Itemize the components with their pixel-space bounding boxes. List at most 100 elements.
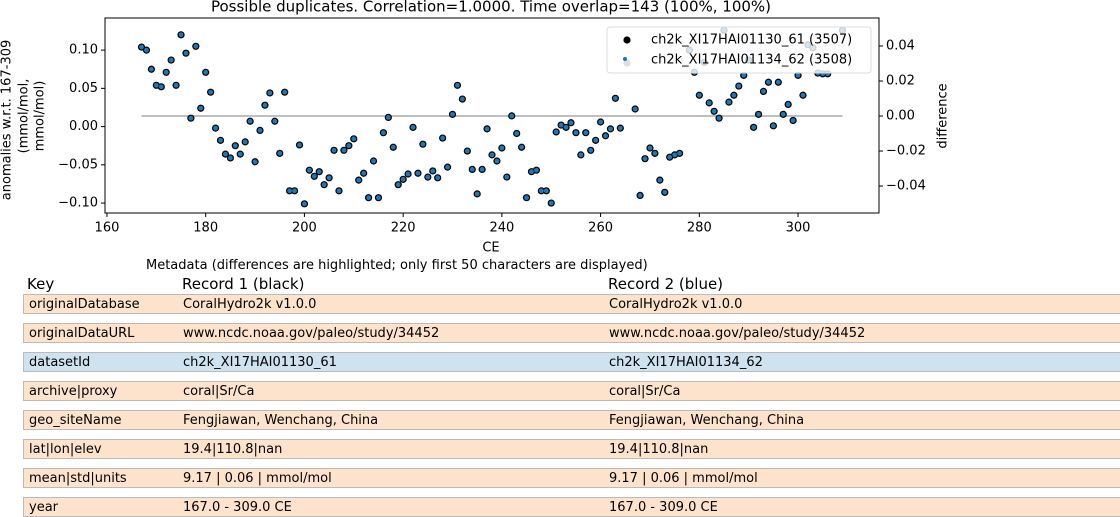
point (193, 43, 199, 49)
point (163, 69, 169, 75)
table-cell: datasetId (29, 355, 91, 370)
point (445, 164, 450, 170)
table-cell: geo_siteName (29, 413, 122, 428)
point (331, 147, 337, 153)
point (153, 82, 159, 88)
point (563, 124, 569, 130)
table-row: geo_siteName Fengjiawan, Wenchang, China F… (23, 410, 1120, 430)
table-cell: 9.17 | 0.06 | mmol/mol (609, 471, 758, 486)
point (321, 182, 327, 188)
point (489, 152, 495, 158)
y2-tick-label: −0.02 (886, 144, 926, 159)
point (203, 69, 209, 75)
table-cell: originalDataURL (29, 326, 135, 341)
point (282, 89, 288, 95)
point (237, 151, 243, 157)
point (504, 174, 510, 180)
point (479, 167, 485, 172)
table-cell: lat|lon|elev (29, 442, 102, 457)
table-row: mean|std|units 9.17 | 0.06 | mmol/mol 9.17… (23, 468, 1120, 488)
point (509, 113, 515, 119)
point (761, 89, 766, 94)
point (277, 150, 283, 156)
x-tick-label: 160 (95, 221, 120, 236)
point (667, 154, 673, 160)
point (514, 131, 520, 136)
point (420, 141, 426, 147)
legend-marker (623, 36, 631, 44)
point (405, 171, 411, 177)
table-cell: www.ncdc.noaa.gov/paleo/study/34452 (609, 326, 866, 341)
point (790, 118, 796, 123)
point (198, 105, 204, 111)
point (637, 193, 643, 198)
point (208, 89, 214, 95)
table-header: Record 2 (blue) (608, 275, 724, 293)
point (706, 100, 712, 106)
table-cell: Fengjiawan, Wenchang, China (183, 413, 379, 428)
x-tick-label: 280 (687, 221, 712, 236)
legend: ch2k_XI17HAI01130_61 (3507) ch2k_XI17HAI0… (606, 26, 872, 74)
y-tick-label: 0.00 (69, 119, 98, 134)
y-tick-label: 0.05 (69, 81, 98, 96)
point (553, 129, 559, 135)
point (642, 156, 648, 162)
point (158, 84, 164, 90)
table-cell: 167.0 - 309.0 CE (609, 500, 718, 515)
point (188, 115, 194, 121)
point (218, 137, 223, 143)
point (534, 167, 539, 173)
legend-box (606, 26, 872, 74)
point (144, 47, 149, 53)
point (632, 106, 638, 112)
point (450, 111, 455, 117)
point (247, 118, 253, 124)
point (400, 176, 406, 182)
point (395, 182, 401, 188)
x-tick-label: 300 (786, 221, 811, 236)
y-tick-label: −0.05 (58, 157, 98, 172)
y-tick-label: 0.10 (69, 43, 98, 58)
point (677, 150, 682, 156)
y2-tick-label: 0.04 (886, 39, 915, 54)
point (227, 155, 233, 161)
point (351, 136, 357, 142)
plot-frame (104, 17, 880, 214)
point (430, 168, 436, 174)
point (647, 145, 653, 151)
point (173, 82, 179, 88)
point (548, 200, 554, 206)
table-row: originalDataURL www.ncdc.noaa.gov/paleo/s… (23, 323, 1120, 343)
table-title: Metadata (differences are highlighted; o… (146, 258, 648, 273)
table-cell: ch2k_XI17HAI01130_61 (183, 355, 337, 370)
point (425, 174, 431, 180)
table-cell: year (29, 500, 59, 515)
point (775, 79, 781, 85)
point (741, 72, 747, 78)
point (459, 96, 465, 102)
y-axis-label: mmol/mol) (33, 81, 48, 152)
point (568, 120, 574, 126)
y2-axis-label: difference (936, 83, 951, 148)
table-cell: CoralHydro2k v1.0.0 (609, 297, 743, 312)
point (435, 175, 441, 181)
point (292, 188, 297, 194)
point (795, 72, 801, 78)
point (558, 122, 564, 128)
point (336, 188, 342, 194)
table-cell: coral|Sr/Ca (609, 384, 681, 399)
point (366, 195, 371, 201)
y-axis-label: anomalies w.r.t. 167-309 (0, 40, 15, 200)
point (410, 124, 416, 130)
legend-label: ch2k_XI17HAI01134_62 (3508) (651, 53, 852, 68)
point (232, 143, 238, 149)
point (751, 124, 757, 130)
legend-label: ch2k_XI17HAI01130_61 (3507) (651, 33, 852, 48)
point (346, 143, 352, 149)
table-cell: www.ncdc.noaa.gov/paleo/study/34452 (183, 326, 440, 341)
table-header: Key (27, 275, 55, 293)
point (662, 189, 668, 195)
point (756, 111, 761, 117)
point (178, 32, 184, 38)
